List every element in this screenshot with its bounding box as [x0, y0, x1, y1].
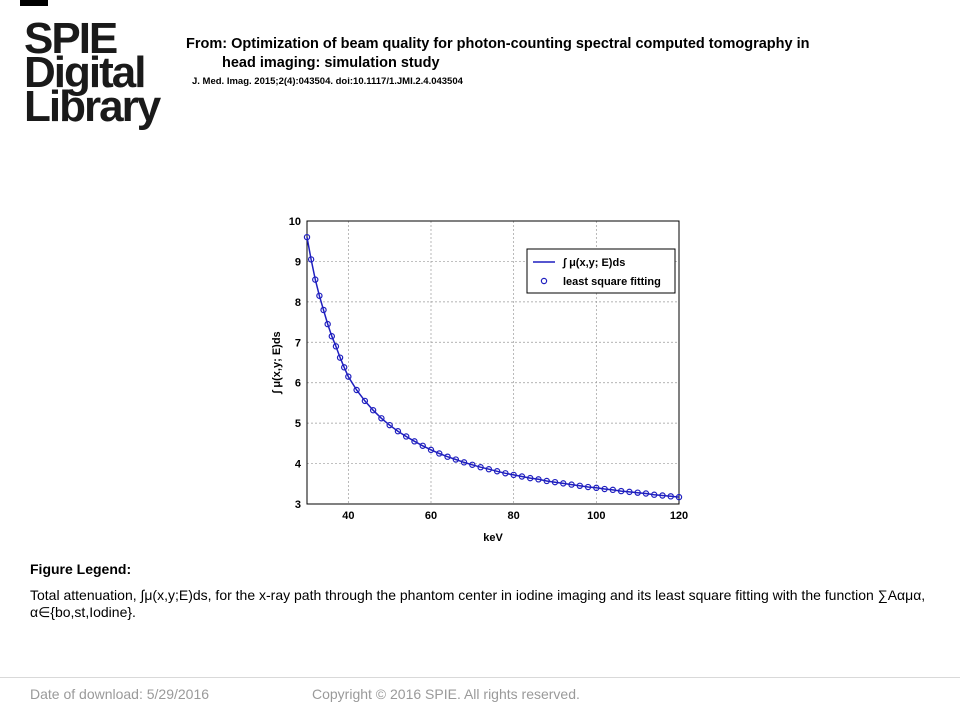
chart-grid — [307, 220, 680, 505]
x-tick-label: 100 — [587, 510, 605, 522]
data-point — [609, 486, 617, 494]
data-point — [340, 364, 348, 371]
data-point — [436, 450, 443, 457]
data-point — [593, 484, 600, 492]
figure-caption: Total attenuation, ∫μ(x,y;E)ds, for the … — [30, 587, 926, 620]
data-point — [626, 488, 633, 496]
series-least-square-markers — [303, 233, 683, 501]
data-point — [307, 256, 315, 263]
data-point — [402, 433, 410, 440]
footer-divider — [0, 677, 960, 678]
data-point — [452, 456, 459, 463]
data-point — [576, 482, 583, 490]
data-point — [460, 459, 468, 466]
corner-bar — [20, 0, 48, 6]
data-point — [543, 477, 550, 485]
data-point — [551, 478, 559, 486]
data-point — [419, 442, 426, 449]
data-point — [303, 233, 311, 241]
x-tick-label: 60 — [425, 510, 437, 522]
data-point — [328, 333, 336, 340]
data-point — [527, 474, 534, 482]
data-point — [568, 481, 575, 488]
y-tick-label: 10 — [289, 216, 301, 228]
y-tick-label: 7 — [295, 337, 301, 349]
data-point — [378, 415, 385, 422]
data-point — [485, 466, 493, 473]
data-point — [667, 493, 674, 500]
data-point — [651, 491, 658, 498]
data-point — [316, 292, 323, 299]
data-point — [361, 397, 369, 405]
logo-line-1: SPIE — [24, 14, 118, 63]
y-tick-label: 9 — [295, 256, 301, 268]
data-point — [353, 386, 360, 394]
data-point — [324, 320, 331, 328]
y-axis-label: ∫ μ(x,y; E)ds — [271, 331, 283, 394]
x-axis-label: keV — [483, 532, 503, 544]
data-point — [386, 421, 393, 429]
legend-label-least-square: least square fitting — [563, 276, 661, 288]
y-tick-label: 5 — [295, 418, 301, 430]
data-point — [535, 476, 542, 483]
data-point — [427, 446, 435, 454]
data-point — [332, 343, 340, 350]
legend-label-integral: ∫ μ(x,y; E)ds — [562, 257, 625, 269]
data-point — [584, 483, 592, 491]
data-point — [411, 438, 418, 445]
data-point — [617, 487, 625, 495]
x-tick-label: 80 — [508, 510, 520, 522]
data-point — [477, 464, 484, 471]
data-point — [518, 473, 526, 480]
spie-digital-library-logo: SPIE Digital Library — [24, 14, 161, 131]
data-point — [502, 470, 509, 477]
y-tick-label: 3 — [295, 499, 301, 511]
data-point — [320, 306, 327, 314]
citation: J. Med. Imag. 2015;2(4):043504. doi:10.1… — [192, 76, 463, 87]
title-line-1: From: Optimization of beam quality for p… — [186, 36, 810, 52]
data-point — [675, 493, 683, 501]
data-point — [444, 453, 451, 460]
article-title: From: Optimization of beam quality for p… — [186, 35, 926, 73]
download-date: Date of download: 5/29/2016 — [30, 686, 210, 702]
data-point — [601, 485, 608, 493]
logo-line-3: Library — [24, 82, 161, 131]
data-point — [394, 428, 402, 435]
x-tick-label: 120 — [670, 510, 688, 522]
article-header: From: Optimization of beam quality for p… — [186, 35, 926, 87]
y-tick-label: 8 — [295, 297, 301, 309]
y-tick-label: 4 — [295, 459, 302, 471]
data-point — [560, 480, 567, 487]
data-point — [369, 407, 377, 414]
chart-legend: ∫ μ(x,y; E)ds least square fitting — [526, 248, 676, 294]
x-tick-label: 40 — [342, 510, 354, 522]
data-point — [642, 490, 650, 497]
y-tick-label: 6 — [295, 378, 301, 390]
data-point — [345, 373, 352, 380]
data-point — [659, 492, 666, 499]
data-point — [336, 354, 344, 361]
axis-ticks: 40 60 80 100 120 3 4 5 6 7 8 9 10 — [289, 216, 688, 522]
figure-legend-title: Figure Legend: — [30, 561, 132, 577]
title-line-2: head imaging: simulation study — [222, 55, 440, 71]
data-point — [312, 276, 319, 283]
logo-line-2: Digital — [24, 48, 146, 97]
data-point — [634, 489, 641, 496]
attenuation-chart: 40 60 80 100 120 3 4 5 6 7 8 9 10 keV ∫ μ(x,y; E)ds … — [271, 216, 688, 544]
legend-box — [526, 248, 676, 294]
plot-frame — [306, 220, 680, 505]
copyright-notice: Copyright © 2016 SPIE. All rights reserv… — [312, 686, 580, 702]
data-point — [469, 461, 476, 468]
legend-marker-sample — [540, 277, 548, 285]
data-point — [493, 468, 501, 475]
data-point — [510, 471, 517, 479]
